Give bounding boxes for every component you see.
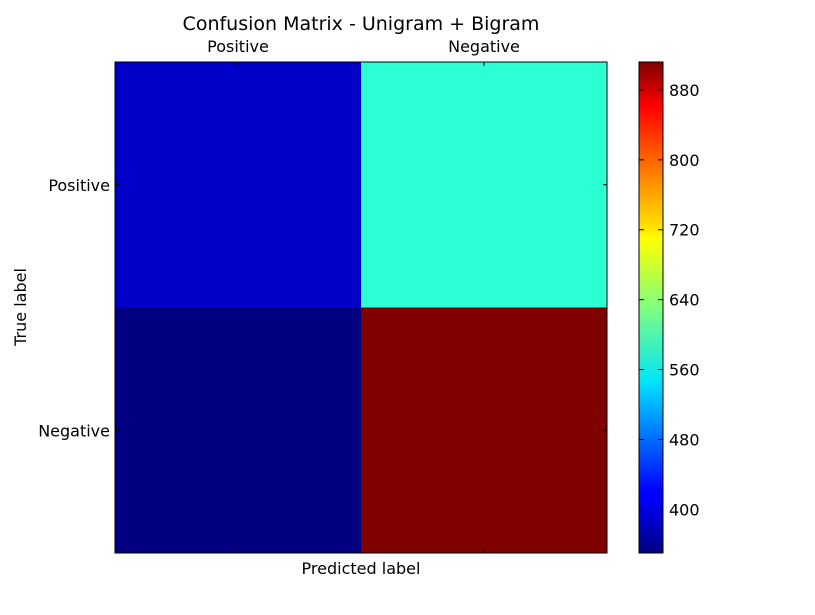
y-tick-label: Negative: [38, 421, 110, 440]
heatmap-cells: [115, 62, 607, 553]
x-axis-label: Predicted label: [302, 559, 421, 578]
plot-frame: [114, 61, 608, 554]
colorbar-tick-label: 400: [669, 500, 700, 519]
colorbar: [638, 61, 664, 554]
colorbar-tick-label: 720: [669, 221, 700, 240]
heatmap-cell-0-1: [361, 62, 607, 308]
x-tick-labels: Positive Negative: [207, 37, 520, 553]
colorbar-tick-label: 880: [669, 81, 700, 100]
colorbar-tick-label: 640: [669, 291, 700, 310]
colorbar-ticks: 400 480 560 640 720 800 880: [639, 81, 700, 519]
y-tick-label: Positive: [48, 176, 110, 195]
colorbar-tick-label: 560: [669, 361, 700, 380]
heatmap-cell-1-1: [361, 307, 607, 553]
y-tick-labels: Positive Negative: [38, 176, 607, 440]
heatmap-cell-0-0: [115, 62, 361, 308]
chart-title: Confusion Matrix - Unigram + Bigram: [183, 13, 540, 35]
x-tick-label: Negative: [448, 37, 520, 56]
heatmap-cell-1-0: [115, 307, 361, 553]
x-tick-label: Positive: [207, 37, 269, 56]
colorbar-tick-label: 480: [669, 430, 700, 449]
y-axis-label: True label: [11, 268, 30, 347]
colorbar-tick-label: 800: [669, 151, 700, 170]
